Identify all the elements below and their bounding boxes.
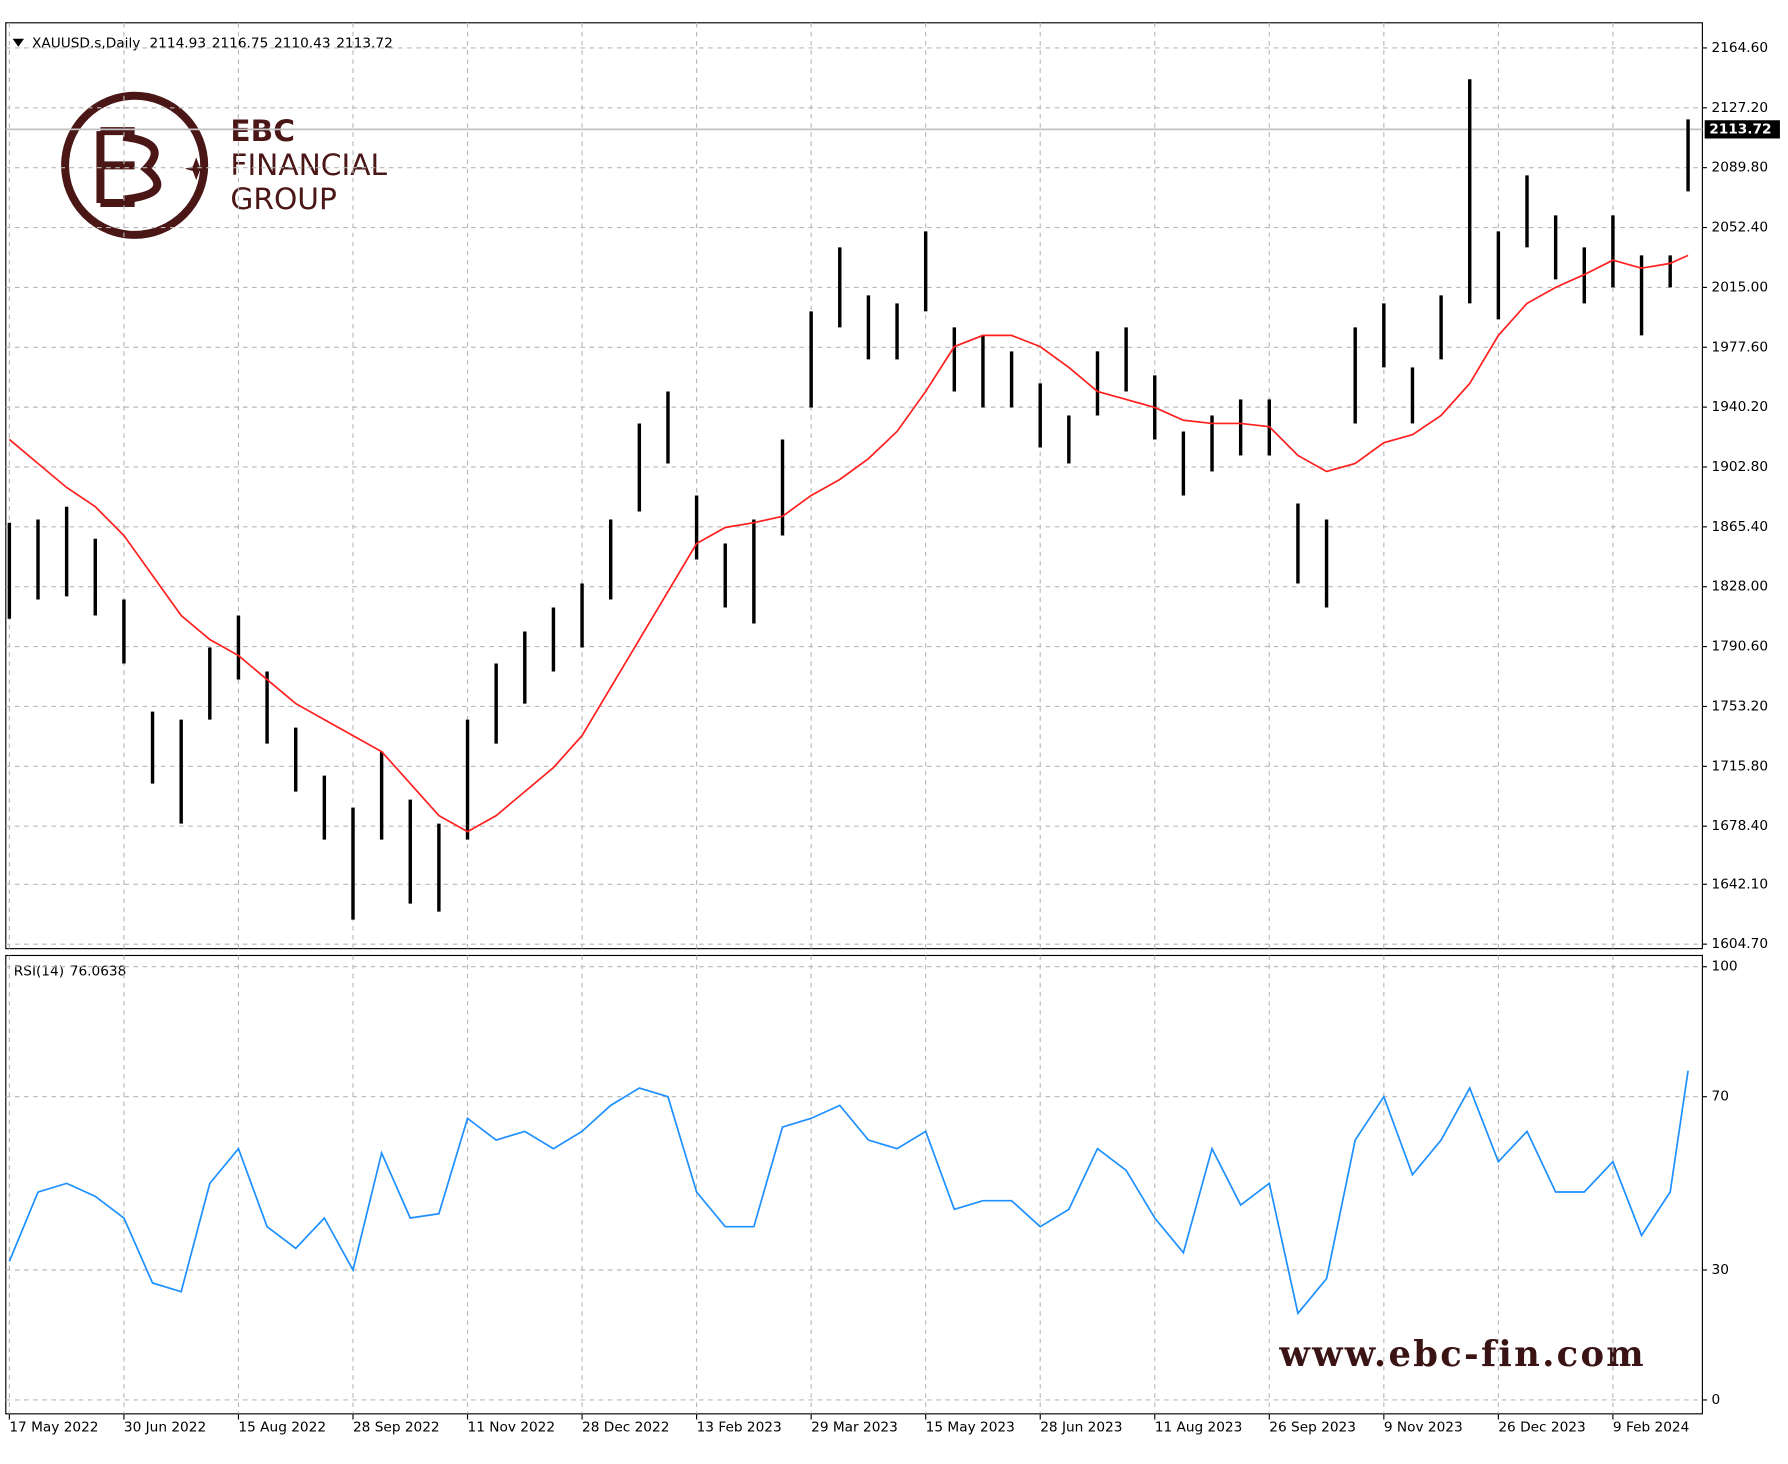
y-tick-label: 1642.10 <box>1712 876 1769 892</box>
logo-text: FINANCIAL <box>230 147 387 182</box>
y-tick-label: 2052.40 <box>1712 220 1769 236</box>
x-tick-label: 28 Jun 2023 <box>1040 1420 1122 1436</box>
watermark: www.ebc-fin.com <box>1278 1334 1646 1375</box>
logo-text: EBC <box>230 113 295 148</box>
x-tick-label: 15 May 2023 <box>926 1420 1015 1436</box>
x-tick-label: 11 Nov 2022 <box>468 1420 556 1436</box>
menu-arrow[interactable] <box>12 38 25 47</box>
logo-mark <box>96 127 162 207</box>
logo-star <box>184 157 208 181</box>
y-tick-label: 2127.20 <box>1712 100 1769 116</box>
x-tick-label: 9 Feb 2024 <box>1613 1420 1689 1436</box>
y-tick-label: 100 <box>1712 959 1738 975</box>
y-tick-label: 2089.80 <box>1712 160 1769 176</box>
y-tick-label: 70 <box>1712 1089 1729 1105</box>
y-tick-label: 1790.60 <box>1712 639 1769 655</box>
x-tick-label: 15 Aug 2022 <box>238 1420 326 1436</box>
x-tick-label: 28 Sep 2022 <box>353 1420 440 1436</box>
y-tick-label: 0 <box>1712 1392 1721 1408</box>
y-tick-label: 1604.70 <box>1712 936 1769 952</box>
y-tick-label: 1753.20 <box>1712 698 1769 714</box>
chart-header: XAUUSD.s,Daily 2114.93 2116.75 2110.43 2113.… <box>32 35 393 51</box>
low: 2110.43 <box>274 35 331 51</box>
y-tick-label: 1865.40 <box>1712 519 1769 535</box>
logo-ring <box>61 91 209 239</box>
x-tick-label: 17 May 2022 <box>9 1420 98 1436</box>
price-pane <box>5 22 1703 950</box>
y-tick-label: 1678.40 <box>1712 818 1769 834</box>
y-tick-label: 2164.60 <box>1712 40 1769 56</box>
rsi-header: RSI(14) 76.0638 <box>14 963 127 979</box>
open: 2114.93 <box>149 35 206 51</box>
symbol: XAUUSD.s,Daily <box>32 35 140 51</box>
y-tick-label: 2015.00 <box>1712 279 1769 295</box>
rsi-pane <box>5 954 1703 1415</box>
y-tick-label: 1902.80 <box>1712 459 1769 475</box>
x-tick-label: 26 Dec 2023 <box>1498 1420 1585 1436</box>
close: 2113.72 <box>336 35 393 51</box>
x-tick-label: 28 Dec 2022 <box>582 1420 669 1436</box>
rsi-value: 76.0638 <box>70 963 127 979</box>
last-price-label: 2113.72 <box>1709 121 1771 137</box>
y-tick-label: 30 <box>1712 1262 1729 1278</box>
rsi-line <box>8 1070 1689 1316</box>
logo-text: GROUP <box>230 181 336 216</box>
moving-average <box>8 254 1689 833</box>
logo: EBC FINANCIAL GROUP <box>61 91 387 239</box>
y-tick-label: 1940.20 <box>1712 399 1769 415</box>
high: 2116.75 <box>212 35 269 51</box>
x-tick-label: 26 Sep 2023 <box>1269 1420 1356 1436</box>
x-tick-label: 13 Feb 2023 <box>697 1420 782 1436</box>
rsi-title: RSI(14) <box>14 963 64 979</box>
x-tick-label: 9 Nov 2023 <box>1384 1420 1463 1436</box>
y-tick-label: 1828.00 <box>1712 579 1769 595</box>
y-tick-label: 1715.80 <box>1712 758 1769 774</box>
x-tick-label: 11 Aug 2023 <box>1155 1420 1243 1436</box>
last-price-box <box>1704 120 1780 139</box>
x-tick-label: 30 Jun 2022 <box>124 1420 206 1436</box>
x-tick-label: 29 Mar 2023 <box>811 1420 898 1436</box>
y-tick-label: 1977.60 <box>1712 339 1769 355</box>
